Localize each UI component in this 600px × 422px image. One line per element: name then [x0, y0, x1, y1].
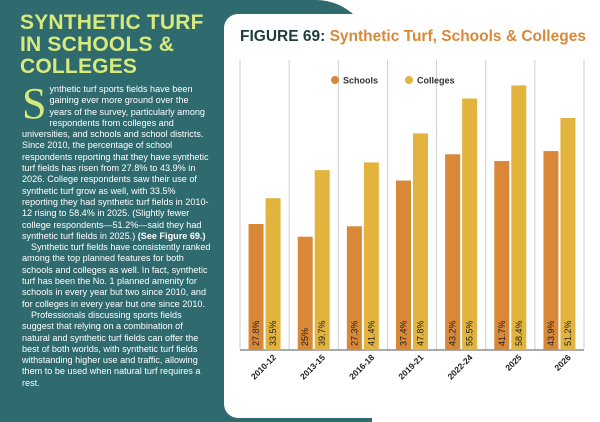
- data-label: 25%: [300, 328, 310, 346]
- bar-schools: [445, 154, 461, 350]
- paragraph-1-text: ynthetic turf sports fields have been ga…: [22, 84, 209, 241]
- x-tick-label: 2016-18: [347, 352, 376, 381]
- x-tick-label: 2026: [552, 352, 573, 373]
- x-tick-label: 2013-15: [298, 352, 327, 381]
- bar-chart: Schools Colleges 27.8% 33.5% 2010-12 25% 39.7%…: [239, 60, 585, 381]
- figure-heading: FIGURE 69: Synthetic Turf, Schools & Col…: [240, 28, 586, 46]
- bar-schools: [297, 236, 313, 350]
- figure-reference: (See Figure 69.): [137, 230, 206, 241]
- sidebar-title: SYNTHETIC TURF IN SCHOOLS & COLLEGES: [20, 12, 220, 78]
- bar-colleges: [511, 85, 527, 350]
- chart-card: Schools Colleges 27.8% 33.5% 2010-12 25% 39.7%…: [224, 14, 592, 418]
- body-paragraph-3: Professionals discussing sports fields s…: [22, 309, 201, 388]
- body-paragraph-2: Synthetic turf fields have consistently …: [22, 242, 211, 309]
- data-label: 58.4%: [514, 320, 524, 346]
- bar-colleges: [314, 170, 330, 350]
- sidebar-title-line: SYNTHETIC TURF: [20, 11, 204, 34]
- data-label: 43.2%: [448, 320, 458, 346]
- drop-cap: S: [22, 79, 47, 128]
- x-tick-label: 2010-12: [249, 352, 278, 381]
- sidebar-title-line: COLLEGES: [20, 55, 138, 78]
- bar-colleges: [265, 198, 281, 350]
- legend-swatch-colleges: [405, 76, 413, 84]
- figure-number: FIGURE 69:: [240, 28, 326, 45]
- legend-label-colleges: Colleges: [417, 76, 455, 86]
- bar-schools: [494, 161, 510, 350]
- data-label: 33.5%: [268, 320, 278, 346]
- data-label: 41.7%: [497, 320, 507, 346]
- bar-schools: [396, 180, 411, 350]
- legend-label-schools: Schools: [343, 76, 378, 86]
- data-label: 27.8%: [251, 320, 261, 346]
- data-label: 47.8%: [416, 320, 426, 346]
- bar-schools: [248, 224, 264, 350]
- figure-title: Synthetic Turf, Schools & Colleges: [329, 28, 586, 45]
- data-label: 43.9%: [546, 320, 556, 346]
- data-label: 37.4%: [399, 320, 409, 346]
- bar-colleges: [413, 133, 428, 350]
- bar-schools: [543, 151, 559, 350]
- x-tick-label: 2025: [503, 352, 524, 373]
- data-label: 55.5%: [465, 320, 475, 346]
- bar-colleges: [560, 118, 576, 350]
- legend-swatch-schools: [331, 76, 339, 84]
- bar-colleges: [462, 98, 478, 350]
- x-tick-label: 2022-24: [445, 352, 474, 381]
- data-label: 51.2%: [563, 320, 573, 346]
- data-label: 27.3%: [349, 320, 359, 346]
- data-label: 39.7%: [317, 320, 327, 346]
- bar-schools: [346, 226, 362, 350]
- data-label: 41.4%: [366, 320, 376, 346]
- x-tick-label: 2019-21: [396, 352, 425, 381]
- bar-colleges: [363, 162, 379, 350]
- sidebar-title-line: IN SCHOOLS &: [20, 33, 175, 56]
